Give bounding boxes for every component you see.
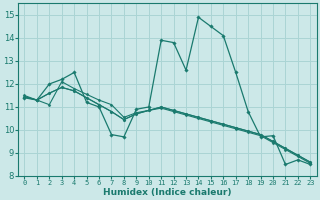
X-axis label: Humidex (Indice chaleur): Humidex (Indice chaleur): [103, 188, 232, 197]
